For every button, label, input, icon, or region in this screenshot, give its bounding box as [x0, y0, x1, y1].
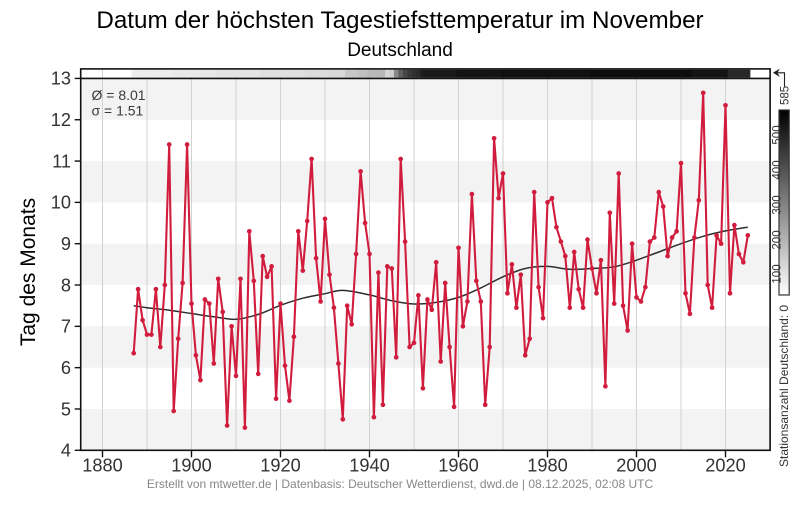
svg-text:11: 11 [52, 151, 71, 171]
svg-text:100: 100 [772, 264, 784, 283]
svg-text:2000: 2000 [616, 456, 656, 476]
svg-text:7: 7 [61, 317, 71, 337]
svg-text:Stationsanzahl Deutschland: 0: Stationsanzahl Deutschland: 0 [777, 305, 791, 467]
svg-text:5: 5 [61, 399, 71, 419]
svg-text:Erstellt von mtwetter.de | Dat: Erstellt von mtwetter.de | Datenbasis: D… [147, 477, 654, 491]
svg-text:6: 6 [61, 358, 71, 378]
svg-text:1880: 1880 [82, 456, 122, 476]
svg-text:1960: 1960 [438, 456, 478, 476]
svg-text:σ = 1.51: σ = 1.51 [92, 103, 144, 119]
svg-text:1980: 1980 [527, 456, 567, 476]
svg-text:13: 13 [51, 69, 71, 89]
svg-text:Ø = 8.01: Ø = 8.01 [92, 87, 146, 103]
svg-text:2020: 2020 [705, 456, 745, 476]
svg-text:1940: 1940 [349, 456, 389, 476]
svg-text:9: 9 [61, 234, 71, 254]
svg-text:1920: 1920 [260, 456, 300, 476]
svg-text:12: 12 [51, 110, 71, 130]
svg-text:Tag des Monats: Tag des Monats [17, 198, 40, 346]
svg-text:Deutschland: Deutschland [347, 40, 453, 61]
svg-text:300: 300 [772, 195, 784, 214]
svg-text:1900: 1900 [171, 456, 211, 476]
svg-text:500: 500 [772, 125, 784, 144]
svg-text:8: 8 [61, 275, 71, 295]
svg-text:10: 10 [51, 193, 71, 213]
svg-text:400: 400 [772, 160, 784, 179]
svg-text:Datum der höchsten Tagestiefst: Datum der höchsten Tagestiefsttemperatur… [96, 7, 703, 34]
svg-text:200: 200 [772, 230, 784, 249]
svg-text:585: 585 [780, 86, 792, 105]
svg-text:4: 4 [61, 441, 71, 461]
